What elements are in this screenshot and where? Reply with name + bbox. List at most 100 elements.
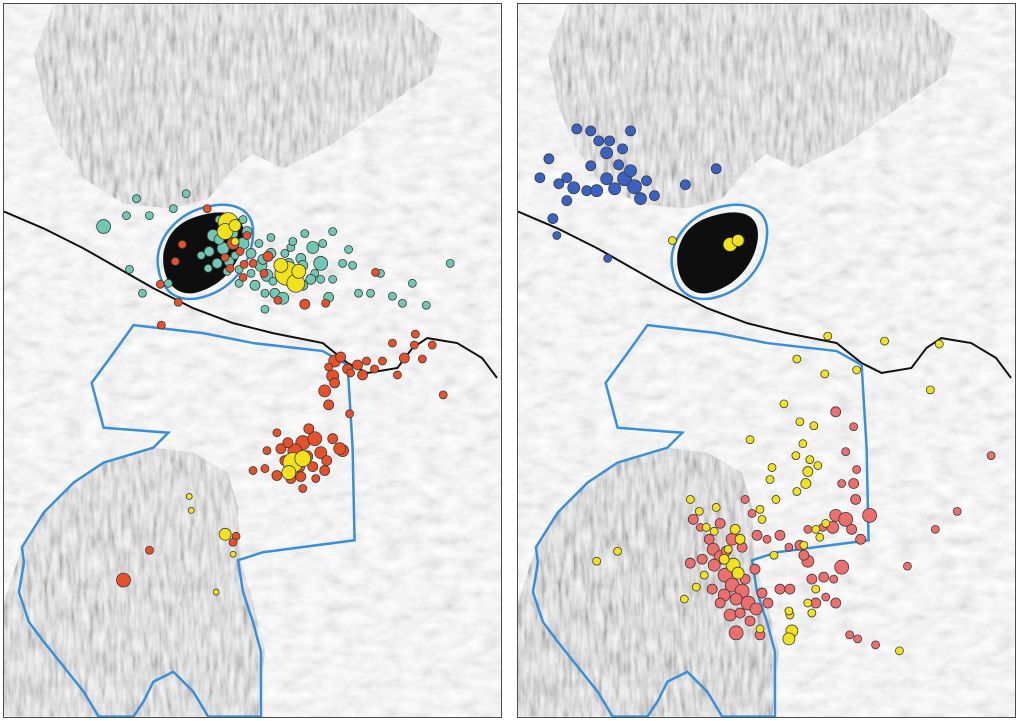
point-marker [273, 295, 283, 305]
point-marker [260, 288, 270, 298]
point-marker [880, 336, 889, 346]
point-marker [335, 351, 347, 363]
point-marker [667, 236, 677, 245]
point-marker [813, 461, 823, 470]
point-marker [248, 259, 258, 268]
point-markers-left [96, 189, 455, 596]
point-marker [138, 288, 147, 298]
point-marker [803, 598, 813, 608]
point-marker [288, 237, 298, 246]
point-marker [177, 240, 187, 249]
point-marker [774, 583, 786, 595]
point-marker [624, 164, 637, 178]
point-marker [371, 267, 380, 277]
point-marker [220, 253, 230, 262]
point-marker [307, 431, 323, 447]
point-marker [903, 561, 912, 571]
point-marker [800, 478, 812, 489]
point-marker [862, 508, 877, 523]
point-marker [260, 304, 270, 314]
point-marker [930, 524, 940, 534]
region-boundary-outline [531, 323, 870, 717]
point-marker [585, 125, 597, 137]
point-marker [96, 219, 111, 234]
point-marker [590, 184, 604, 198]
point-marker [280, 249, 290, 258]
point-marker [366, 288, 375, 298]
point-marker [228, 219, 242, 232]
point-marker [795, 417, 805, 427]
point-marker [837, 479, 847, 488]
point-marker [649, 190, 660, 202]
lake-boundary-outline [156, 203, 255, 301]
point-marker [187, 507, 195, 514]
point-marker [338, 259, 348, 268]
point-marker [604, 135, 616, 147]
point-marker [156, 320, 166, 330]
point-marker [784, 583, 796, 595]
road-line [4, 210, 498, 379]
point-marker [821, 518, 831, 528]
point-marker [185, 493, 193, 500]
point-marker [228, 537, 238, 547]
point-marker [815, 532, 825, 542]
point-marker [779, 399, 789, 409]
point-marker [799, 540, 809, 550]
map-panel-left [3, 3, 502, 718]
point-marker [707, 558, 721, 572]
point-marker [853, 634, 863, 644]
point-marker [767, 463, 777, 472]
point-marker [249, 279, 261, 291]
point-marker [181, 189, 191, 199]
point-marker [268, 276, 278, 286]
point-marker [734, 533, 746, 545]
point-marker [756, 587, 768, 599]
point-marker [388, 291, 397, 301]
point-marker [235, 247, 245, 256]
point-marker [723, 544, 733, 554]
point-marker [617, 143, 628, 155]
point-marker [307, 461, 319, 472]
point-marker [848, 478, 860, 489]
point-marker [749, 602, 763, 616]
point-marker [791, 451, 801, 460]
point-marker [324, 362, 334, 372]
point-marker [203, 263, 213, 273]
point-marker [925, 385, 935, 395]
point-marker [534, 172, 546, 184]
point-marker [585, 160, 597, 172]
point-marker [212, 588, 220, 596]
point-marker [757, 514, 767, 524]
point-marker [543, 153, 555, 165]
point-marker [679, 179, 691, 191]
point-marker [272, 428, 282, 438]
point-marker [303, 423, 315, 435]
point-marker [378, 356, 387, 366]
point-marker [225, 263, 235, 273]
point-marker [229, 550, 237, 558]
point-marker [388, 338, 397, 348]
point-marker [613, 546, 622, 556]
point-marker [271, 470, 283, 481]
point-marker [798, 549, 810, 561]
point-markers-right [534, 123, 996, 656]
point-marker [262, 251, 274, 262]
point-marker [696, 553, 708, 565]
point-marker [281, 465, 297, 480]
point-marker [321, 298, 331, 308]
point-marker [613, 159, 624, 171]
point-marker [771, 495, 781, 504]
point-marker [784, 606, 794, 616]
point-marker [344, 245, 353, 254]
point-marker [238, 215, 248, 224]
point-marker [838, 511, 854, 527]
point-marker [445, 259, 455, 268]
point-marker [125, 264, 134, 274]
point-marker [259, 268, 269, 278]
point-marker [327, 433, 339, 445]
point-marker [362, 356, 371, 366]
point-marker [803, 524, 813, 534]
point-marker [755, 505, 765, 514]
point-marker [625, 125, 636, 137]
point-marker [807, 608, 817, 618]
